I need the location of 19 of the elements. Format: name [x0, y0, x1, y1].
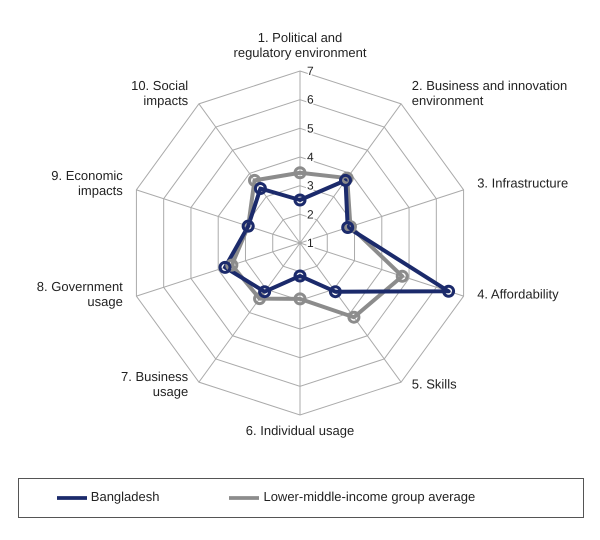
- spoke-label: 7. Business usage: [120, 369, 189, 400]
- y-tick-label: 6: [307, 92, 314, 107]
- y-tick-label: 4: [307, 150, 314, 164]
- spoke-label: 10. Social impacts: [131, 78, 189, 108]
- y-tick-label: 7: [307, 64, 314, 78]
- spoke-label: 8. Government usage: [36, 279, 124, 310]
- spoke-label: 1. Political and regulatory environment: [234, 30, 367, 60]
- y-tick-label: 1: [307, 236, 314, 250]
- y-tick-label: 5: [307, 121, 314, 136]
- spoke-label: 3. Infrastructure: [477, 175, 568, 190]
- spoke-label: 4. Affordability: [477, 286, 560, 302]
- spoke-label: 2. Business and innovation environment: [412, 78, 568, 108]
- spoke-label: 9. Economic impacts: [51, 168, 124, 198]
- legend-label: Lower-middle-income group average: [263, 489, 476, 504]
- legend-label: Bangladesh: [90, 489, 160, 504]
- y-tick-label: 3: [307, 178, 314, 193]
- spoke-label: 5. Skills: [412, 376, 458, 392]
- y-tick-label: 2: [307, 207, 314, 222]
- spoke-label: 6. Individual usage: [246, 423, 354, 438]
